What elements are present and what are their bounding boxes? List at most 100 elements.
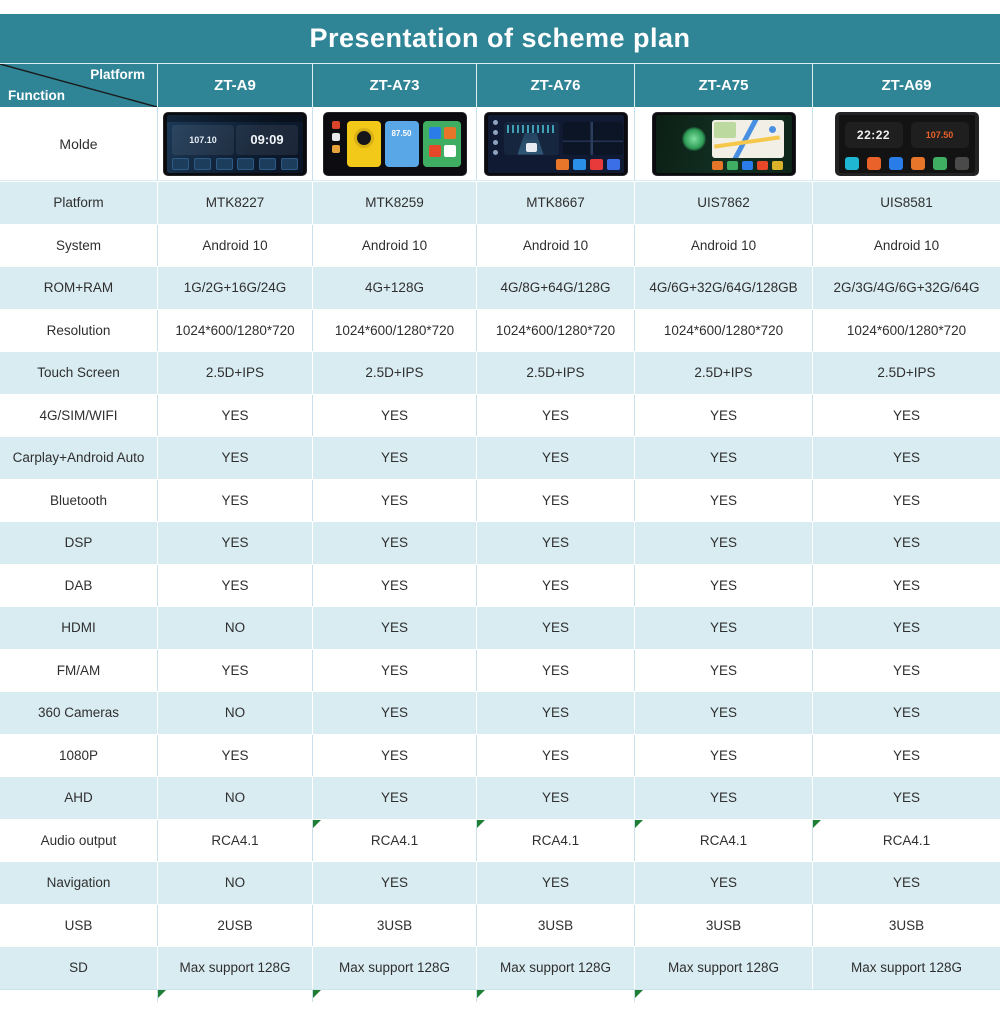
car-icon: [525, 142, 537, 152]
partial-cell: [313, 989, 477, 1002]
product-image-zt-a76: [484, 112, 627, 175]
corner-platform-label: Platform: [90, 67, 145, 82]
feature-value: MTK8227: [205, 195, 265, 211]
feature-cell: YES: [158, 564, 313, 606]
feature-cell: YES: [635, 734, 813, 776]
feature-value: UIS8581: [880, 195, 933, 211]
feature-row-resolution: Resolution 1024*600/1280*720 1024*600/1280…: [0, 308, 1000, 351]
feature-cell: Max support 128G: [635, 947, 813, 989]
feature-value: YES: [709, 747, 737, 763]
feature-rows: Platform MTK8227 MTK8259 MTK8667 UIS7862 UIS8…: [0, 181, 1000, 989]
row-label: Audio output: [0, 819, 158, 861]
model-row: Molde 107.10 09:09: [0, 107, 1000, 181]
partial-cell: [158, 989, 313, 1002]
feature-value: MTK8667: [526, 195, 585, 211]
row-label: DSP: [0, 522, 158, 564]
feature-cell: Android 10: [313, 224, 477, 266]
feature-row-ahd: AHD NO YES YES YES YES: [0, 776, 1000, 819]
feature-value: Android 10: [361, 237, 428, 253]
feature-value: NO: [224, 790, 246, 806]
comparison-sheet: Presentation of scheme plan Platform Fun…: [0, 14, 1000, 1014]
feature-value: Android 10: [202, 237, 268, 253]
feature-cell: UIS7862: [635, 182, 813, 224]
feature-cell: RCA4.1: [158, 819, 313, 861]
feature-cell: MTK8667: [477, 182, 635, 224]
feature-value: YES: [380, 407, 408, 423]
feature-row-touch-screen: Touch Screen 2.5D+IPS 2.5D+IPS 2.5D+IPS 2.5D…: [0, 351, 1000, 394]
model-cell-zt-a9: 107.10 09:09: [158, 107, 313, 181]
feature-cell: 1024*600/1280*720: [158, 309, 313, 351]
feature-value: 4G+128G: [365, 280, 424, 296]
diagonal-divider: [0, 64, 157, 107]
feature-cell: NO: [158, 777, 313, 819]
feature-cell: YES: [477, 777, 635, 819]
feature-cell: 1G/2G+16G/24G: [158, 267, 313, 309]
feature-row-system: System Android 10 Android 10 Android 10 Andr…: [0, 223, 1000, 267]
feature-row-dsp: DSP YES YES YES YES YES: [0, 521, 1000, 564]
feature-cell: YES: [313, 522, 477, 564]
feature-cell: YES: [635, 607, 813, 649]
feature-cell: YES: [635, 394, 813, 436]
feature-value: 2.5D+IPS: [694, 365, 753, 381]
clock-text: 22:22: [856, 127, 891, 142]
feature-value: YES: [541, 790, 569, 806]
feature-cell: YES: [635, 862, 813, 904]
feature-cell: MTK8259: [313, 182, 477, 224]
map-pin-icon: [768, 125, 776, 133]
feature-value: YES: [892, 407, 920, 423]
feature-value: 2.5D+IPS: [877, 365, 936, 381]
feature-value: YES: [541, 747, 569, 763]
feature-row-dab: DAB YES YES YES YES YES: [0, 563, 1000, 606]
feature-cell: 2.5D+IPS: [158, 352, 313, 394]
cell-comment-marker-icon: [635, 819, 643, 828]
feature-value: YES: [892, 450, 920, 466]
feature-value: YES: [541, 577, 569, 593]
feature-value: YES: [709, 450, 737, 466]
sidebar-icons: [330, 119, 343, 169]
feature-value: YES: [892, 492, 920, 508]
cell-comment-marker-icon: [477, 989, 485, 998]
feature-cell: 2.5D+IPS: [813, 352, 1000, 394]
sidebar-icons: [491, 119, 500, 170]
feature-value: YES: [380, 535, 408, 551]
feature-cell: YES: [158, 394, 313, 436]
feature-cell: Max support 128G: [313, 947, 477, 989]
feature-value: YES: [541, 535, 569, 551]
feature-cell: Android 10: [813, 225, 1000, 267]
clock-widget: 09:09: [236, 124, 298, 155]
feature-cell: YES: [635, 564, 813, 606]
feature-cell: 3USB: [813, 905, 1000, 947]
partial-cell: [635, 989, 813, 1002]
feature-cell: YES: [313, 692, 477, 734]
row-label: HDMI: [0, 607, 158, 649]
radio-widget: 107.50: [910, 121, 969, 148]
phone-icon: [932, 156, 947, 170]
feature-row-usb: USB 2USB 3USB 3USB 3USB 3USB: [0, 903, 1000, 947]
feature-value: YES: [892, 747, 920, 763]
feature-value: RCA4.1: [531, 832, 580, 848]
feature-row-hdmi: HDMI NO YES YES YES YES: [0, 606, 1000, 649]
feature-value: NO: [224, 620, 246, 636]
feature-value: 4G/8G+64G/128G: [500, 280, 611, 296]
feature-value: YES: [892, 662, 920, 678]
radio-frequency-text: 87.50: [391, 128, 412, 138]
feature-cell: YES: [158, 479, 313, 521]
feature-value: Android 10: [873, 237, 940, 253]
cell-comment-marker-icon: [158, 989, 166, 998]
feature-cell: 1024*600/1280*720: [635, 309, 813, 351]
table-header-row: Platform Function ZT-A9 ZT-A73 ZT-A76 ZT…: [0, 63, 1000, 107]
feature-cell: YES: [313, 564, 477, 606]
feature-value: Android 10: [522, 237, 589, 253]
feature-value: YES: [380, 705, 408, 721]
column-header-zt-a73: ZT-A73: [313, 64, 477, 107]
feature-value: YES: [709, 577, 737, 593]
feature-cell: YES: [158, 437, 313, 479]
feature-value: YES: [892, 705, 920, 721]
feature-value: YES: [221, 747, 249, 763]
feature-value: YES: [380, 875, 408, 891]
row-label: 4G/SIM/WIFI: [0, 394, 158, 436]
cell-comment-marker-icon: [813, 819, 821, 828]
app-dock: [172, 157, 298, 170]
feature-cell: YES: [158, 649, 313, 691]
feature-value: YES: [380, 577, 408, 593]
